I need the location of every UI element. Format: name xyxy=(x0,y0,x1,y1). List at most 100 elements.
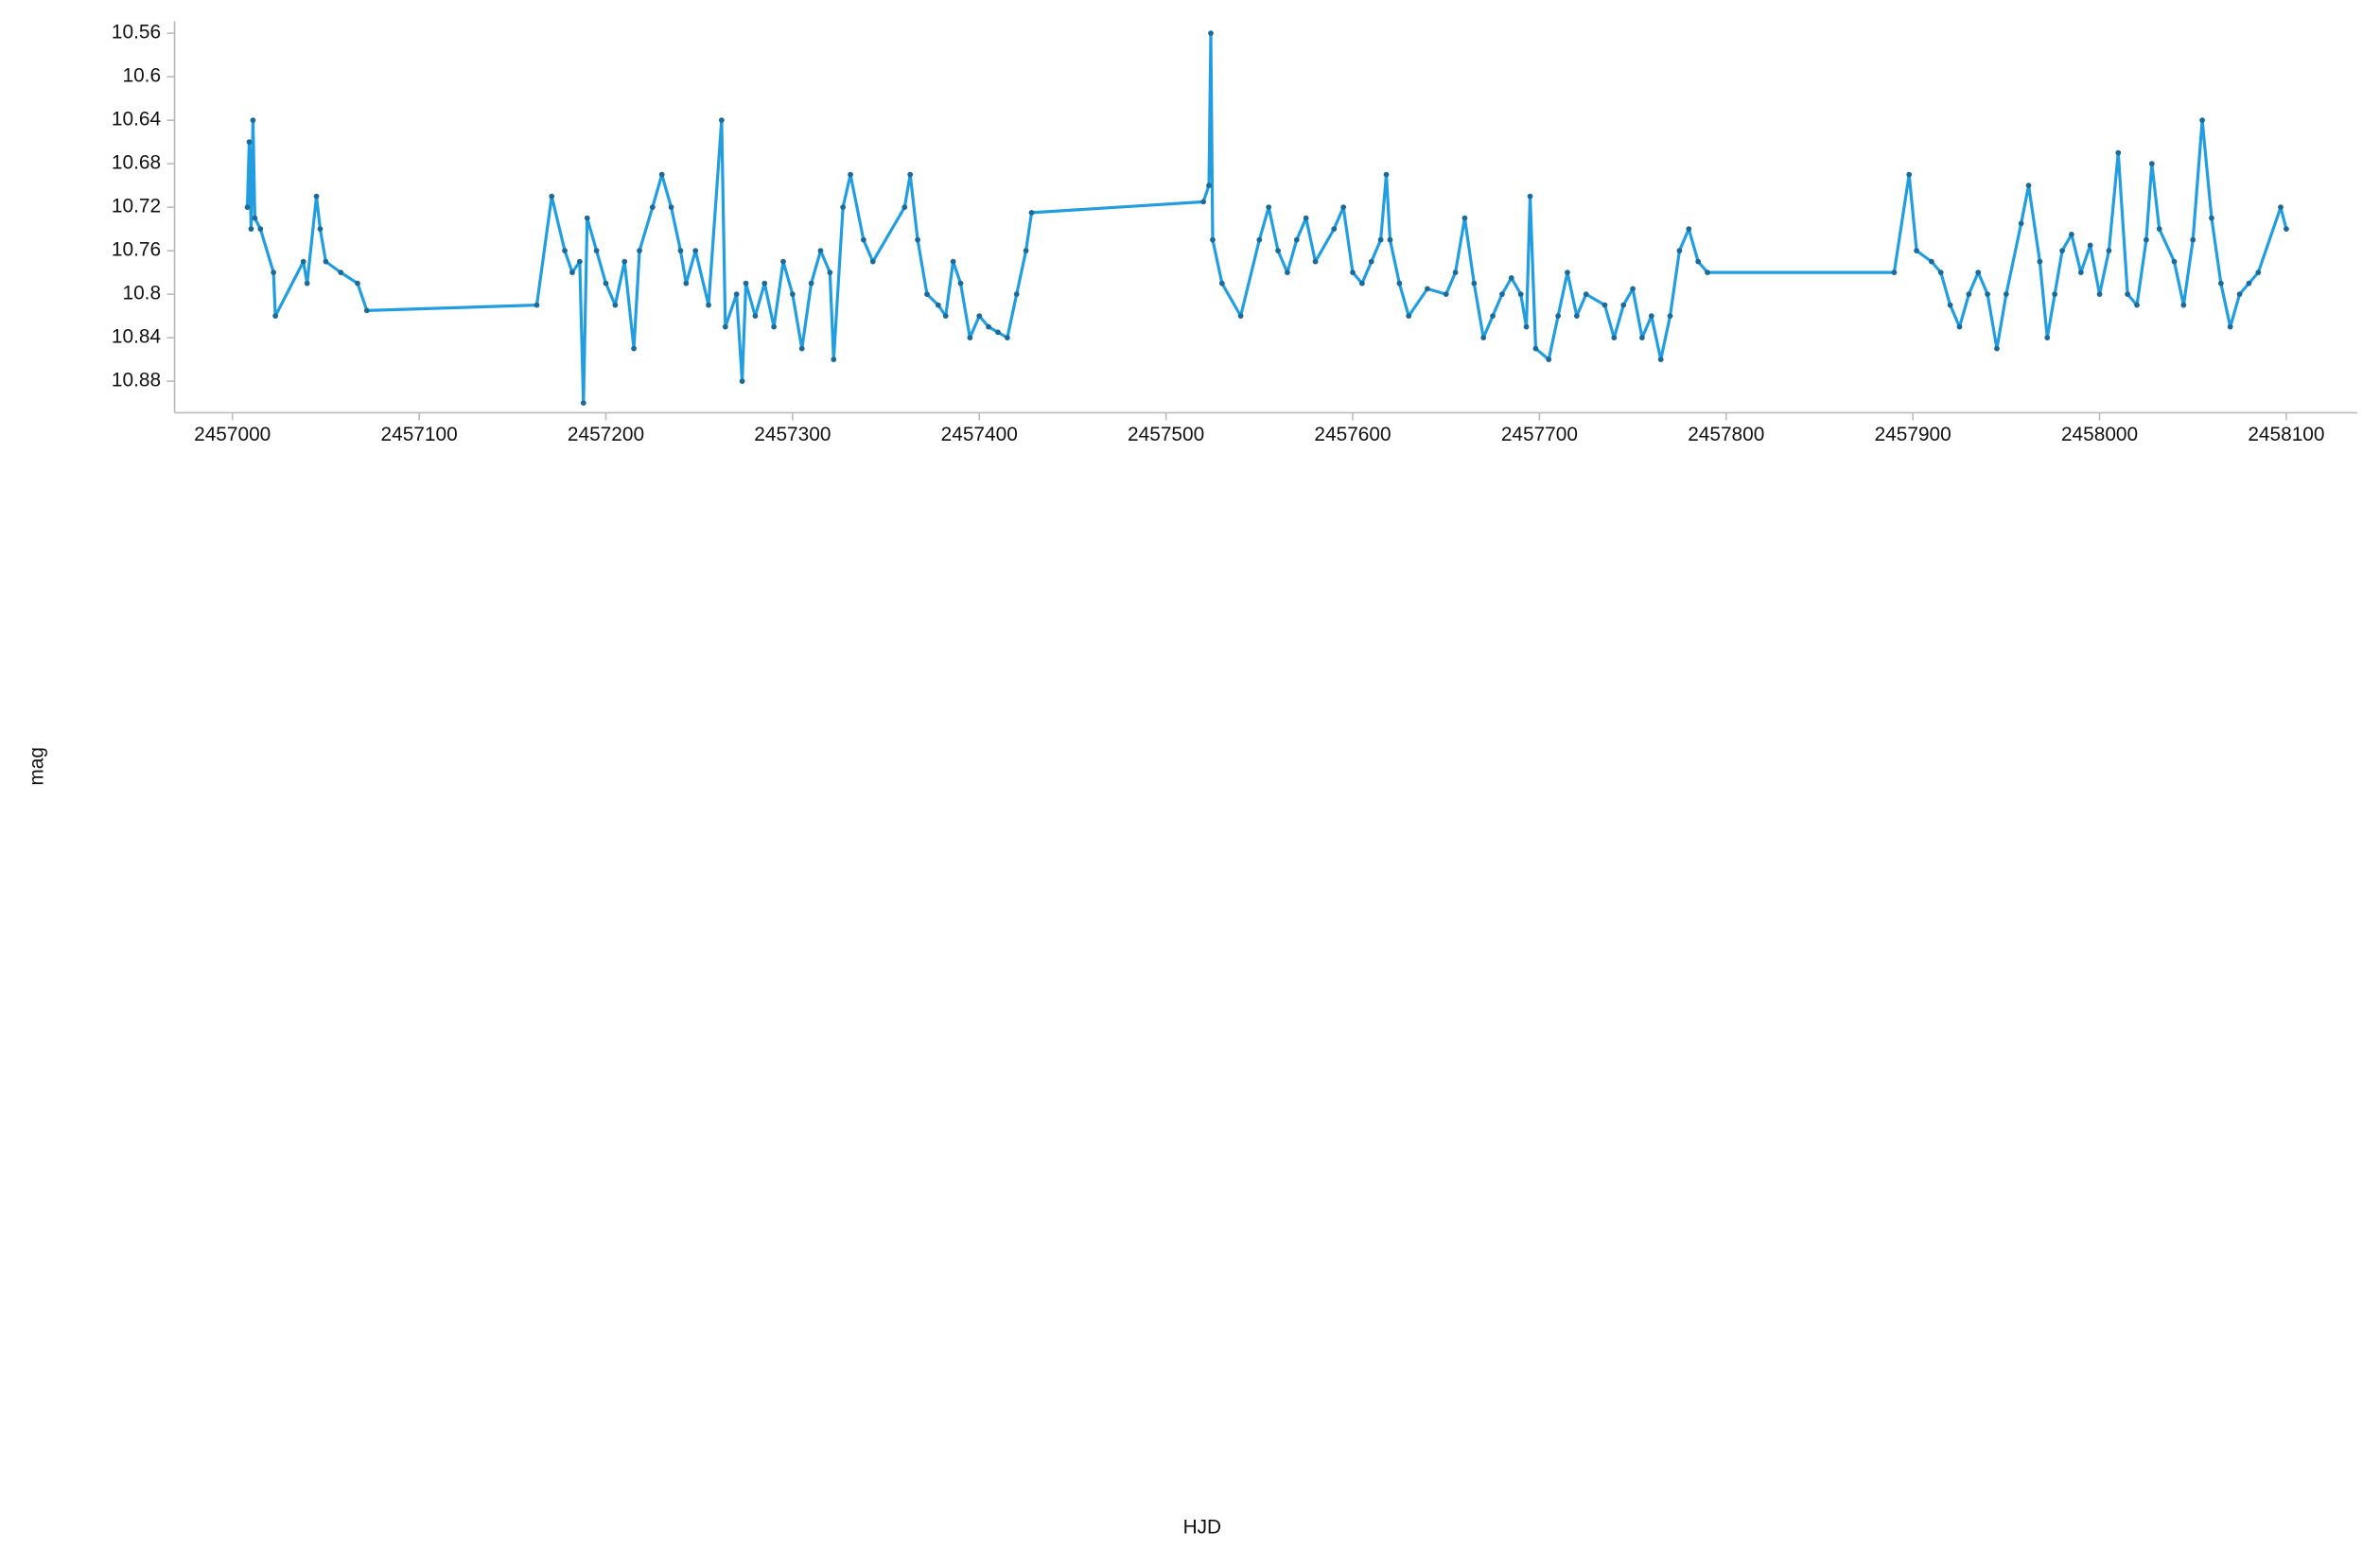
y-tick-label: 10.68 xyxy=(112,152,161,174)
data-point xyxy=(1461,215,1468,221)
data-point xyxy=(683,280,690,287)
data-point xyxy=(2125,291,2131,298)
data-point xyxy=(2044,335,2051,341)
data-point xyxy=(246,139,253,146)
data-point xyxy=(771,323,778,330)
data-point xyxy=(1206,183,1212,189)
data-point xyxy=(631,345,637,352)
data-point xyxy=(1583,291,1589,298)
data-point xyxy=(2246,280,2252,287)
data-point xyxy=(2003,291,2009,298)
data-point xyxy=(1387,236,1393,243)
data-point xyxy=(621,258,628,265)
data-point xyxy=(1929,258,1934,265)
data-point xyxy=(250,117,256,124)
data-point xyxy=(761,280,768,287)
data-point xyxy=(1601,302,1608,308)
data-point xyxy=(576,258,583,265)
data-point xyxy=(840,204,847,211)
data-point xyxy=(363,307,370,314)
data-point xyxy=(957,280,964,287)
data-point xyxy=(718,117,725,124)
data-point xyxy=(1975,270,1982,276)
data-point xyxy=(2037,258,2043,265)
data-point xyxy=(2199,117,2205,124)
data-point xyxy=(1639,335,1645,341)
y-tick-label: 10.64 xyxy=(112,109,161,130)
data-point xyxy=(2278,204,2284,211)
data-point xyxy=(995,329,1001,336)
y-tick-label: 10.76 xyxy=(112,239,161,261)
data-point xyxy=(580,400,586,407)
data-point xyxy=(722,323,728,330)
data-point xyxy=(534,302,540,308)
data-point xyxy=(649,204,656,211)
data-point xyxy=(2134,302,2140,308)
x-tick-label: 2457300 xyxy=(754,424,831,445)
data-point xyxy=(706,302,711,308)
data-point xyxy=(1523,323,1530,330)
y-tick-label: 10.84 xyxy=(112,326,161,348)
data-point xyxy=(637,248,642,254)
data-point xyxy=(1396,280,1403,287)
data-point xyxy=(1620,302,1627,308)
data-point xyxy=(2148,161,2155,167)
data-point xyxy=(1425,286,1430,292)
data-point xyxy=(986,323,992,330)
data-point xyxy=(1937,270,1944,276)
x-tick-label: 2457000 xyxy=(194,424,271,445)
data-point xyxy=(1667,313,1673,320)
data-point xyxy=(677,248,684,254)
data-point xyxy=(1686,226,1692,233)
data-point xyxy=(1480,335,1487,341)
data-point xyxy=(1208,30,1214,37)
data-point xyxy=(1331,226,1338,233)
data-point xyxy=(2087,242,2093,249)
x-tick-label: 2457500 xyxy=(1128,424,1204,445)
data-point xyxy=(668,204,674,211)
data-point xyxy=(2018,220,2024,227)
x-tick-label: 2457600 xyxy=(1314,424,1391,445)
data-point xyxy=(780,258,786,265)
data-point xyxy=(2115,149,2122,156)
data-point xyxy=(1546,357,1552,363)
data-point xyxy=(1303,215,1309,221)
data-point xyxy=(1676,248,1683,254)
data-point xyxy=(1517,291,1524,298)
data-point xyxy=(942,313,949,320)
data-point xyxy=(1350,270,1356,276)
data-point xyxy=(355,280,360,287)
data-point xyxy=(1004,335,1010,341)
data-point xyxy=(1028,209,1035,216)
data-point xyxy=(1657,357,1664,363)
data-point xyxy=(950,258,956,265)
y-tick-label: 10.72 xyxy=(112,196,161,218)
data-point xyxy=(252,215,258,221)
data-point xyxy=(603,280,609,287)
data-point xyxy=(901,204,908,211)
y-tick-label: 10.8 xyxy=(123,283,162,304)
data-point xyxy=(2096,291,2103,298)
data-point xyxy=(2052,291,2058,298)
data-point xyxy=(1532,345,1539,352)
data-point xyxy=(658,171,665,178)
x-axis-title: HJD xyxy=(1183,1516,1222,1538)
data-point xyxy=(2180,302,2187,308)
data-point xyxy=(1013,291,1020,298)
data-point xyxy=(798,345,805,352)
data-point xyxy=(2209,215,2214,221)
data-point xyxy=(808,280,814,287)
data-point xyxy=(317,226,324,233)
data-point xyxy=(2156,226,2162,233)
data-point xyxy=(2106,248,2112,254)
data-point xyxy=(1994,345,2000,352)
data-point xyxy=(1490,313,1496,320)
data-point xyxy=(752,313,759,320)
x-tick-label: 2457100 xyxy=(381,424,458,445)
data-point xyxy=(244,204,251,211)
x-tick-label: 2458000 xyxy=(2061,424,2138,445)
data-point xyxy=(1256,236,1263,243)
data-point xyxy=(313,193,320,200)
data-point xyxy=(1358,280,1365,287)
